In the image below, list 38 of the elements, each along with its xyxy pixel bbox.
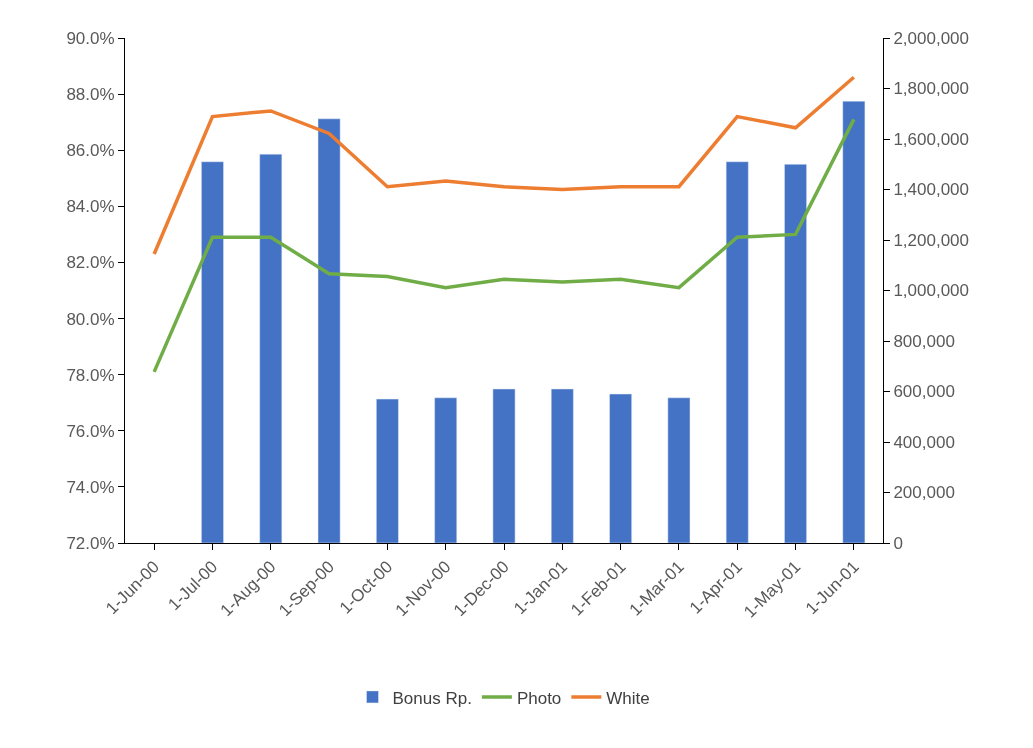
y2-tick-label: 800,000	[893, 331, 955, 351]
line-series	[152, 75, 856, 256]
y-tick-label: 72.0%	[66, 533, 115, 553]
y2-tick-label: 1,400,000	[893, 180, 970, 200]
y-tick-label: 74.0%	[66, 477, 115, 497]
y2-tick-label: 0	[893, 533, 903, 553]
legend-label: Photo	[516, 688, 562, 708]
y-tick-label: 80.0%	[66, 309, 115, 329]
y-tick-label: 76.0%	[66, 421, 115, 441]
bar	[667, 397, 691, 543]
bar	[842, 100, 866, 543]
line-series	[152, 117, 856, 374]
y-tick-label: 90.0%	[66, 28, 115, 48]
y2-tick-label: 1,800,000	[893, 79, 970, 99]
y-tick-label: 86.0%	[66, 141, 115, 161]
legend-label: Bonus Rp.	[392, 688, 472, 708]
y-tick-label: 82.0%	[66, 253, 115, 273]
y2-tick-label: 400,000	[893, 432, 955, 452]
y-tick-label: 84.0%	[66, 197, 115, 217]
bar	[434, 397, 458, 543]
y2-tick-label: 1,600,000	[893, 129, 970, 149]
bar	[317, 118, 341, 543]
bar	[259, 153, 283, 543]
bar	[784, 164, 807, 543]
y-tick-label: 78.0%	[66, 365, 115, 385]
legend-label: White	[606, 688, 650, 708]
y2-tick-label: 1,200,000	[893, 230, 970, 250]
bar	[376, 398, 399, 543]
bar	[609, 393, 632, 543]
bar	[492, 388, 516, 543]
bar	[550, 388, 574, 543]
y-tick-label: 88.0%	[66, 85, 115, 105]
y2-tick-label: 2,000,000	[893, 28, 970, 48]
bar	[725, 161, 749, 543]
y2-tick-label: 1,000,000	[893, 281, 970, 301]
y2-tick-label: 200,000	[893, 483, 955, 503]
bar	[201, 161, 224, 543]
y2-tick-label: 600,000	[893, 382, 955, 402]
